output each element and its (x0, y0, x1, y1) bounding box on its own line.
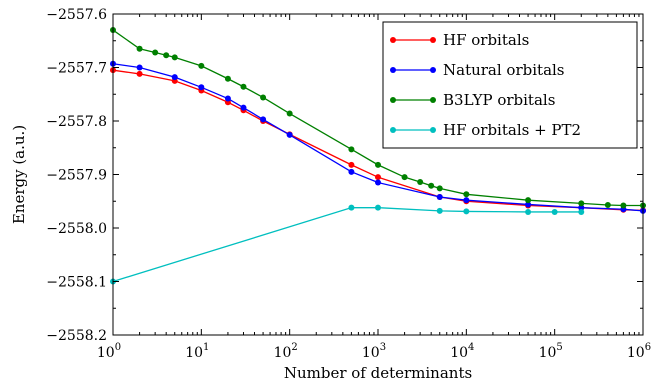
y-tick-label-0: −2557.6 (46, 7, 107, 23)
y-axis-label: Energy (a.u.) (10, 125, 28, 224)
legend-marker-left-1 (390, 67, 396, 73)
x-tick-label-6: 106 (627, 342, 651, 361)
data-point-0-8 (348, 161, 355, 168)
legend-entry-3: HF orbitals + PT2 (390, 121, 581, 139)
x-tick-label-3: 103 (362, 342, 386, 361)
data-point-2-19 (604, 202, 611, 208)
legend-entry-1: Natural orbitals (390, 61, 565, 79)
legend-marker-left-3 (390, 127, 396, 133)
series-line-2 (112, 29, 643, 207)
data-point-1-12 (525, 201, 532, 208)
series-2 (110, 27, 646, 209)
data-point-3-4 (463, 208, 470, 215)
data-point-2-2 (152, 49, 159, 56)
data-point-3-3 (436, 207, 443, 214)
legend-entry-0: HF orbitals (390, 31, 529, 49)
data-point-1-8 (348, 168, 355, 175)
x-tick-label-2: 102 (274, 342, 298, 361)
x-axis-label: Number of determinants (284, 364, 472, 382)
data-point-3-1 (348, 204, 355, 211)
data-point-2-14 (428, 182, 435, 189)
data-point-2-12 (401, 174, 408, 181)
data-point-1-9 (375, 179, 381, 186)
data-point-1-7 (286, 131, 293, 138)
data-point-1-10 (436, 193, 443, 200)
legend-label-1: Natural orbitals (443, 61, 565, 79)
legend-box (382, 21, 638, 149)
tick-labels: 100 101 102 103 104 105 106 −2557.6 −2557.7 −2557… (46, 7, 651, 361)
y-tick-label-1: −2557.7 (46, 61, 107, 77)
y-tick-label-3: −2557.9 (46, 168, 107, 184)
data-point-3-6 (551, 208, 558, 215)
y-tick-label-2: −2557.8 (46, 114, 107, 130)
data-point-1-3 (198, 84, 205, 91)
y-tick-label-6: −2558.2 (46, 328, 107, 344)
data-point-2-4 (171, 54, 178, 61)
legend-entry-2: B3LYP orbitals (390, 91, 555, 109)
legend-marker-right-0 (430, 37, 436, 43)
data-point-2-1 (136, 45, 143, 52)
legend-marker-right-2 (430, 97, 436, 103)
data-point-3-5 (525, 208, 532, 215)
data-point-0-9 (375, 174, 381, 181)
axis-ticks (112, 13, 644, 336)
legend: HF orbitals Natural orbitals B3LYP orbital… (382, 21, 638, 149)
data-point-1-1 (136, 64, 143, 71)
legend-marker-right-1 (430, 67, 436, 73)
data-point-1-5 (240, 104, 247, 111)
data-point-2-7 (240, 83, 247, 90)
data-point-2-9 (286, 110, 293, 117)
data-point-2-6 (224, 75, 231, 82)
data-point-1-2 (171, 74, 178, 81)
legend-label-2: B3LYP orbitals (443, 91, 555, 109)
data-point-1-4 (224, 95, 231, 102)
data-point-2-8 (260, 94, 267, 101)
data-point-2-15 (436, 185, 443, 192)
data-point-3-7 (578, 208, 585, 215)
data-point-2-5 (198, 62, 205, 69)
legend-marker-right-3 (430, 127, 436, 133)
y-tick-label-5: −2558.1 (46, 275, 107, 291)
legend-label-3: HF orbitals + PT2 (443, 121, 581, 139)
data-point-2-3 (163, 52, 170, 59)
y-tick-label-4: −2558.0 (46, 221, 107, 237)
series-line-3 (112, 207, 582, 283)
series-3 (110, 204, 585, 285)
x-tick-label-0: 100 (97, 342, 121, 361)
legend-marker-left-2 (390, 97, 396, 103)
plot-lines (110, 27, 646, 285)
legend-marker-left-0 (390, 37, 396, 43)
data-point-2-10 (348, 146, 355, 153)
x-tick-label-1: 101 (185, 342, 209, 361)
data-point-2-16 (463, 191, 470, 198)
data-point-2-11 (375, 161, 381, 168)
series-line-1 (112, 63, 644, 212)
data-point-3-2 (375, 204, 381, 211)
x-tick-label-5: 105 (539, 342, 563, 361)
data-point-2-20 (620, 202, 627, 209)
data-point-2-17 (525, 197, 532, 204)
data-point-1-11 (463, 197, 470, 204)
legend-label-0: HF orbitals (443, 31, 529, 49)
data-point-1-13 (578, 204, 585, 211)
data-point-1-6 (260, 116, 267, 123)
data-point-2-13 (417, 178, 424, 185)
x-tick-label-4: 104 (450, 342, 474, 361)
data-point-2-18 (578, 200, 585, 207)
data-point-0-1 (136, 70, 143, 77)
